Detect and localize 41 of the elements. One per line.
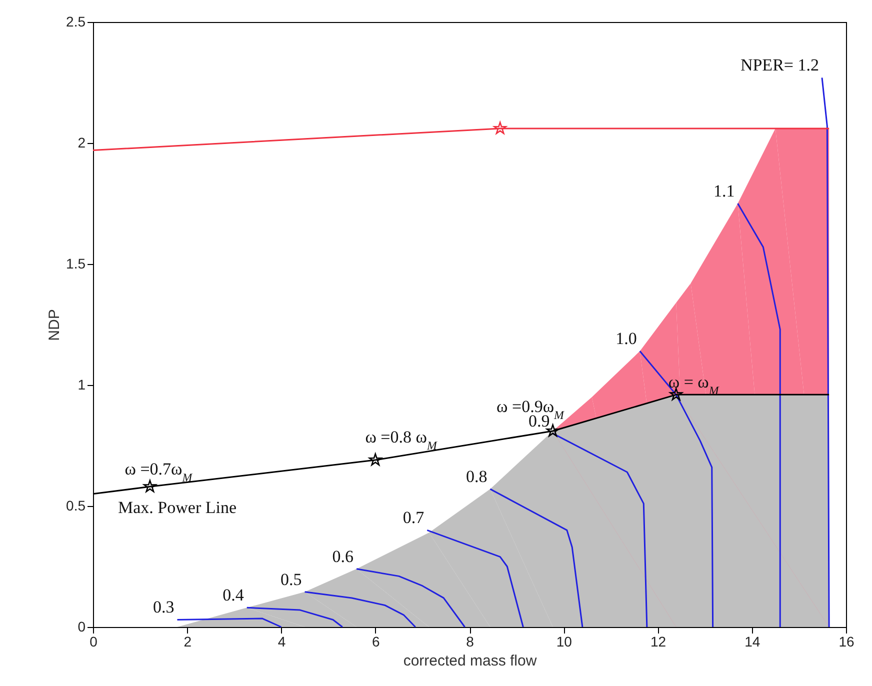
annotation: 0.6 xyxy=(332,546,354,566)
annotation: ω =0.8 ω$_{M}$ xyxy=(365,427,438,452)
y-tick-label: 1 xyxy=(78,376,86,392)
line-series xyxy=(737,202,781,628)
y-axis-title: NDP xyxy=(46,309,64,341)
point xyxy=(368,453,382,466)
line-series xyxy=(356,568,466,628)
x-tick-label: 16 xyxy=(838,634,854,650)
annotation: ω = ω$_{M}$ xyxy=(668,372,720,398)
y-tick-label: 0.5 xyxy=(66,498,86,514)
x-tick-label: 0 xyxy=(90,634,98,650)
annotation: Max. Power Line xyxy=(118,498,237,517)
x-tick-label: 10 xyxy=(556,634,572,650)
annotation: 0.3 xyxy=(152,598,174,617)
annotation: 0.9 xyxy=(528,411,550,430)
point xyxy=(143,480,156,492)
x-tick-label: 14 xyxy=(744,634,760,650)
annotation: 0.8 xyxy=(466,467,488,486)
annotation: 0.7 xyxy=(402,508,425,528)
line-series xyxy=(246,606,344,628)
x-tick-label: 8 xyxy=(466,634,474,650)
x-tick-label: 2 xyxy=(184,634,192,650)
annotation: ω =0.7ω$_{M}$ xyxy=(124,459,194,484)
annotation: 0.5 xyxy=(280,570,302,589)
y-tick-label: 2 xyxy=(78,134,86,150)
x-tick-label: 6 xyxy=(372,634,380,650)
y-tick-label: 1.5 xyxy=(66,256,86,272)
y-tick-label: 0 xyxy=(78,618,86,634)
line-series xyxy=(489,488,584,628)
x-axis-title: corrected mass flow xyxy=(403,652,537,670)
point xyxy=(670,388,683,400)
annotation: NPER= 1.2 xyxy=(740,56,819,75)
line-series xyxy=(304,591,416,628)
annotation: 1.1 xyxy=(714,182,735,200)
point xyxy=(494,122,507,134)
annotation: 0.4 xyxy=(222,586,244,605)
y-tick-label: 2.5 xyxy=(66,14,86,30)
annotation: 1.0 xyxy=(616,329,637,348)
x-tick-label: 12 xyxy=(650,634,666,650)
line-series xyxy=(426,529,524,628)
x-tick-label: 4 xyxy=(278,634,286,650)
